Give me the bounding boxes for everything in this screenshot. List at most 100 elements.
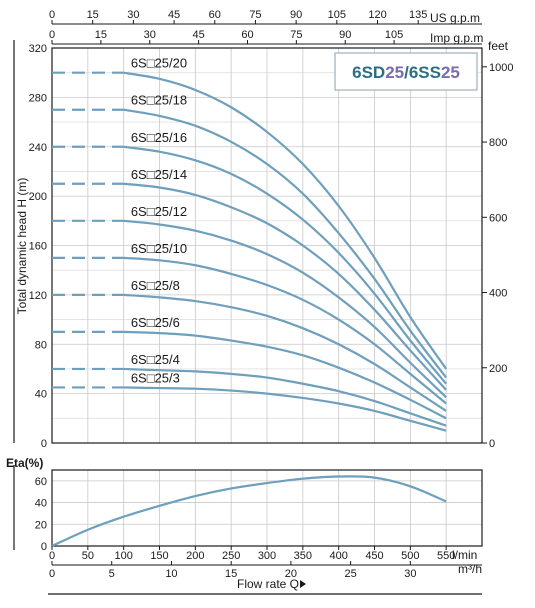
head-tick-label: 320: [29, 43, 47, 55]
m3h-tick-label: 30: [404, 568, 416, 580]
us-gpm-tick-label: 75: [249, 9, 261, 21]
feet-axis-label: feet: [488, 39, 509, 53]
curve-label: 6S□25/4: [131, 352, 180, 367]
m3h-axis: 0 5 10 15 20 25 30: [49, 561, 482, 580]
eta-curve: [51, 475, 447, 548]
feet-tick-label: 0: [489, 438, 495, 450]
flow-arrow-icon: [300, 580, 306, 588]
lmin-tick-label: 150: [150, 550, 168, 562]
imp-gpm-tick-label: 0: [49, 29, 55, 41]
imp-gpm-tick-label: 60: [241, 29, 253, 41]
curve-label: 6S□25/20: [131, 56, 187, 71]
head-tick-label: 160: [29, 241, 47, 253]
m3h-tick-label: 25: [344, 568, 356, 580]
model-box: [334, 52, 478, 91]
imp-gpm-tick-label: 105: [385, 29, 403, 41]
head-chart-frame: [51, 47, 483, 444]
head-curve: [123, 367, 447, 427]
head-curve: [123, 386, 447, 432]
model-title: 6SD25/6SS25: [352, 63, 460, 82]
us-gpm-unit-label: US g.p.m: [430, 11, 480, 25]
head-y-ticks: 0 40 80 120 160 200 240 280 320: [29, 43, 47, 450]
lmin-tick-label: 100: [114, 550, 132, 562]
m3h-tick-label: 0: [49, 568, 55, 580]
curve-label: 6S□25/12: [131, 204, 187, 219]
head-chart-grid: [51, 47, 482, 444]
head-tick-label: 280: [29, 92, 47, 104]
head-curve: [123, 71, 448, 370]
imp-gpm-tick-label: 90: [339, 29, 351, 41]
imp-gpm-tick-label: 75: [290, 29, 302, 41]
us-gpm-tick-label: 120: [368, 9, 386, 21]
m3h-tick-label: 5: [109, 568, 115, 580]
m3h-unit-label: m³/h: [458, 562, 482, 576]
us-gpm-tick-label: 135: [409, 9, 427, 21]
eta-line: [51, 475, 447, 548]
feet-tick-label: 200: [489, 363, 507, 375]
head-tick-label: 0: [41, 438, 47, 450]
m3h-tick-label: 15: [225, 568, 237, 580]
head-curve: [123, 219, 447, 399]
lmin-tick-label: 200: [186, 550, 204, 562]
feet-tick-label: 600: [489, 212, 507, 224]
head-curve: [123, 330, 447, 420]
lmin-tick-label: 250: [222, 550, 240, 562]
head-tick-label: 240: [29, 142, 47, 154]
imp-gpm-tick-label: 30: [144, 29, 156, 41]
eta-axis-label: Eta(%): [6, 456, 43, 470]
feet-tick-label: 400: [489, 288, 507, 300]
curve-label: 6S□25/16: [131, 130, 187, 145]
lmin-tick-label: 0: [49, 550, 55, 562]
eta-y-ticks: 0 20 40 60: [35, 476, 47, 553]
head-tick-label: 200: [29, 191, 47, 203]
us-gpm-tick-label: 0: [49, 9, 55, 21]
lmin-tick-label: 350: [294, 550, 312, 562]
eta-tick-label: 20: [35, 519, 47, 531]
us-gpm-tick-label: 15: [87, 9, 99, 21]
us-gpm-tick-label: 60: [209, 9, 221, 21]
flow-axis-label: Flow rate Q: [237, 577, 299, 591]
head-curve: [123, 256, 447, 405]
curve-label: 6S□25/14: [131, 167, 187, 182]
imp-gpm-unit-label: Imp g.p.m: [430, 31, 483, 45]
us-gpm-axis: 0 15 30 45 60 75 90 105 120 135: [49, 9, 482, 25]
curve-label: 6S□25/3: [131, 370, 180, 385]
imp-gpm-axis: 0 15 30 45 60 75 90 105: [49, 29, 482, 45]
curve-label: 6S□25/18: [131, 93, 187, 108]
lmin-tick-label: 400: [329, 550, 347, 562]
head-curve: [123, 108, 448, 379]
curve-label: 6S□25/6: [131, 315, 180, 330]
us-gpm-tick-label: 30: [127, 9, 139, 21]
lmin-tick-label: 50: [82, 550, 94, 562]
lmin-axis: 0 50 100 150 200 250 300 350 400 450 500 550: [49, 546, 455, 562]
head-tick-label: 120: [29, 290, 47, 302]
head-curve: [123, 145, 448, 385]
feet-tick-label: 1000: [489, 62, 513, 74]
lmin-unit-label: l/min: [452, 548, 477, 562]
us-gpm-tick-label: 45: [168, 9, 180, 21]
curve-label: 6S□25/8: [131, 278, 180, 293]
imp-gpm-tick-label: 15: [95, 29, 107, 41]
eta-tick-label: 60: [35, 476, 47, 488]
head-curves: 6S□25/20 6S□25/18 6S□25/16 6S□25/14 6S□25/12…: [52, 56, 448, 432]
us-gpm-tick-label: 105: [328, 9, 346, 21]
head-curve: [123, 293, 447, 412]
lmin-tick-label: 500: [401, 550, 419, 562]
feet-y-ticks: 0 200 400 600 800 1000: [482, 62, 513, 450]
lmin-tick-label: 300: [258, 550, 276, 562]
head-tick-label: 40: [35, 389, 47, 401]
m3h-tick-label: 20: [285, 568, 297, 580]
us-gpm-tick-label: 90: [290, 9, 302, 21]
feet-tick-label: 800: [489, 137, 507, 149]
head-curve: [123, 182, 447, 391]
head-tick-label: 80: [35, 339, 47, 351]
imp-gpm-tick-label: 45: [192, 29, 204, 41]
lmin-tick-label: 450: [365, 550, 383, 562]
lmin-tick-label: 550: [437, 550, 455, 562]
m3h-tick-label: 10: [165, 568, 177, 580]
eta-tick-label: 40: [35, 498, 47, 510]
head-axis-label: Total dynamic head H (m): [15, 178, 29, 315]
eta-chart-grid: [51, 470, 482, 547]
curve-label: 6S□25/10: [131, 241, 187, 256]
